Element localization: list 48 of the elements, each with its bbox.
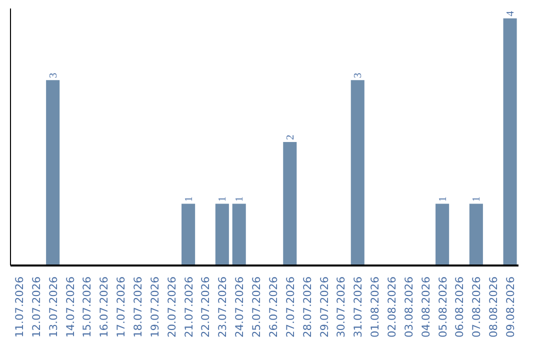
- x-tick-label: 28.07.2026: [300, 276, 314, 338]
- x-tick-label: 24.07.2026: [233, 276, 246, 338]
- x-tick-label: 13.07.2026: [46, 276, 60, 338]
- data-label: 1: [438, 196, 449, 202]
- x-tick-label: 06.08.2026: [453, 276, 466, 338]
- bar: [503, 18, 517, 266]
- x-tick-label: 14.07.2026: [64, 276, 77, 338]
- bar: [215, 204, 229, 266]
- x-tick-label: 11.07.2026: [12, 276, 26, 338]
- data-label: 1: [234, 196, 246, 202]
- x-tick-label: 09.08.2026: [504, 276, 518, 338]
- data-label: 2: [285, 134, 296, 140]
- x-tick-label: 15.07.2026: [80, 276, 94, 338]
- x-tick-label: 22.07.2026: [199, 276, 212, 338]
- x-tick-label: 16.07.2026: [98, 276, 111, 338]
- x-tick-label: 27.07.2026: [284, 276, 297, 338]
- x-tick-label: 18.07.2026: [132, 276, 144, 338]
- bar: [182, 204, 196, 266]
- bar: [283, 142, 297, 266]
- x-tick-label: 21.07.2026: [182, 276, 196, 338]
- data-label: 3: [48, 72, 60, 78]
- bar: [350, 80, 364, 266]
- data-label: 4: [506, 10, 517, 16]
- x-tick-label: 02.08.2026: [386, 276, 398, 338]
- x-tick-label: 17.07.2026: [114, 276, 128, 338]
- data-label: 3: [353, 72, 364, 78]
- x-tick-label: 23.07.2026: [216, 276, 230, 338]
- x-tick-label: 05.08.2026: [436, 276, 450, 338]
- data-label: 1: [184, 196, 195, 202]
- data-label: 1: [218, 196, 229, 202]
- x-tick-label: 19.07.2026: [148, 276, 162, 338]
- bar: [46, 80, 60, 266]
- x-tick-label: 01.08.2026: [368, 276, 382, 338]
- x-tick-label: 29.07.2026: [318, 276, 331, 338]
- x-tick-label: 30.07.2026: [334, 276, 348, 338]
- x-tick-label: 20.07.2026: [165, 276, 178, 338]
- x-tick-label: 25.07.2026: [250, 276, 264, 338]
- bar: [469, 204, 483, 266]
- x-tick-label: 04.08.2026: [419, 276, 432, 338]
- x-tick-label: 08.08.2026: [487, 276, 500, 338]
- x-tick-label: 26.07.2026: [266, 276, 280, 338]
- x-tick-label: 03.08.2026: [402, 276, 416, 338]
- x-tick-label: 07.08.2026: [470, 276, 484, 338]
- x-tick-label: 12.07.2026: [30, 276, 43, 338]
- bar: [232, 204, 246, 266]
- bar: [436, 204, 450, 266]
- data-label: 1: [472, 196, 483, 202]
- x-tick-label: 31.07.2026: [352, 276, 365, 338]
